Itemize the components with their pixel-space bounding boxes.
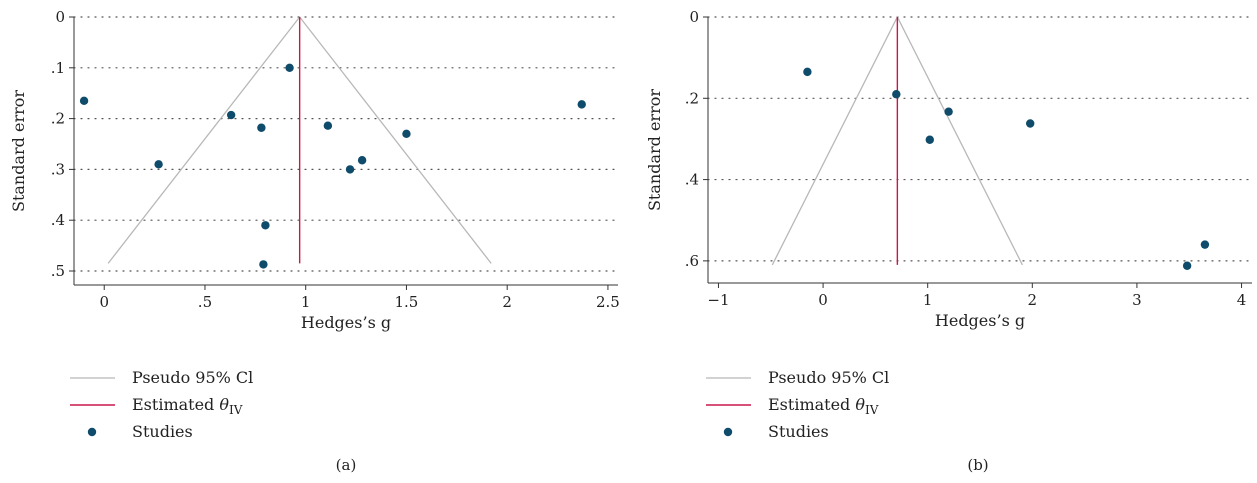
study-point bbox=[345, 165, 355, 174]
study-point bbox=[154, 160, 163, 169]
x-tick-label: 4 bbox=[1237, 291, 1247, 309]
study-point bbox=[944, 107, 953, 116]
legend-estimate-symbol: θ bbox=[219, 395, 229, 414]
y-tick-label: .2 bbox=[685, 89, 699, 107]
study-point bbox=[259, 260, 268, 269]
legend-estimate-sub: IV bbox=[229, 403, 243, 417]
y-tick-label: .5 bbox=[51, 262, 65, 280]
study-point bbox=[1182, 261, 1192, 270]
legend-estimate-prefix: Estimated bbox=[768, 395, 855, 414]
x-tick-label: 3 bbox=[1132, 291, 1142, 309]
legend-studies-swatch bbox=[87, 427, 97, 437]
y-axis-title: Standard error bbox=[645, 89, 664, 211]
study-point bbox=[402, 129, 411, 139]
x-tick-label: 1 bbox=[923, 291, 933, 309]
y-tick-label: .1 bbox=[51, 59, 65, 77]
funnel-plot-a: 0 .1 .2 .3 .4 .5 0 .5 1 1.5 2 2.5 Hedges’s g Standard… bbox=[9, 8, 620, 474]
study-point bbox=[285, 63, 294, 72]
y-tick-label: .6 bbox=[685, 252, 699, 270]
study-point bbox=[261, 221, 270, 230]
legend-studies-swatch bbox=[723, 427, 733, 437]
legend-estimate-symbol: θ bbox=[855, 395, 865, 414]
legend-ci-label: Pseudo 95% Cl bbox=[768, 368, 889, 387]
legend-ci-label: Pseudo 95% Cl bbox=[132, 368, 253, 387]
x-tick-label: 2 bbox=[502, 293, 512, 311]
y-tick-label: .2 bbox=[51, 110, 65, 128]
study-point bbox=[79, 96, 89, 106]
study-point bbox=[803, 67, 812, 77]
y-tick-label: .3 bbox=[51, 160, 65, 178]
legend: Pseudo 95% Cl Estimated θIV Studies bbox=[70, 368, 253, 441]
study-point bbox=[1026, 119, 1035, 128]
y-axis-title: Standard error bbox=[9, 90, 28, 212]
y-tick-label: 0 bbox=[689, 8, 699, 26]
x-axis-title: Hedges’s g bbox=[301, 313, 391, 332]
study-point bbox=[1200, 240, 1210, 249]
y-tick-label: .4 bbox=[51, 211, 65, 229]
panel-label: (b) bbox=[967, 456, 988, 474]
study-point bbox=[257, 123, 266, 132]
x-tick-label: 1 bbox=[301, 293, 311, 311]
x-tick-label: .5 bbox=[198, 293, 212, 311]
legend-studies-label: Studies bbox=[132, 422, 193, 441]
x-tick-label: 1.5 bbox=[395, 293, 419, 311]
legend-estimate-label: Estimated θIV bbox=[132, 395, 243, 417]
x-axis-title: Hedges’s g bbox=[935, 311, 1025, 330]
x-tick-label: 0 bbox=[818, 291, 828, 309]
study-point bbox=[357, 156, 367, 165]
legend-estimate-prefix: Estimated bbox=[132, 395, 219, 414]
x-tick-label: −1 bbox=[707, 291, 729, 309]
funnel-plot-b: 0 .2 .4 .6 −1 0 1 2 3 4 Hedges’s g Standard error Ps… bbox=[645, 8, 1253, 474]
legend-estimate-sub: IV bbox=[865, 403, 879, 417]
y-tick-label: .4 bbox=[685, 171, 699, 189]
x-tick-label: 0 bbox=[99, 293, 109, 311]
study-point bbox=[577, 100, 586, 109]
y-tick-label: 0 bbox=[55, 8, 65, 26]
legend-studies-label: Studies bbox=[768, 422, 829, 441]
legend-estimate-label: Estimated θIV bbox=[768, 395, 879, 417]
panel-label: (a) bbox=[336, 456, 357, 474]
x-tick-label: 2.5 bbox=[596, 293, 620, 311]
study-point bbox=[925, 135, 934, 144]
legend: Pseudo 95% Cl Estimated θIV Studies bbox=[706, 368, 889, 441]
study-point bbox=[226, 110, 236, 120]
x-tick-label: 2 bbox=[1028, 291, 1038, 309]
study-point bbox=[323, 121, 333, 130]
study-point bbox=[892, 90, 901, 99]
